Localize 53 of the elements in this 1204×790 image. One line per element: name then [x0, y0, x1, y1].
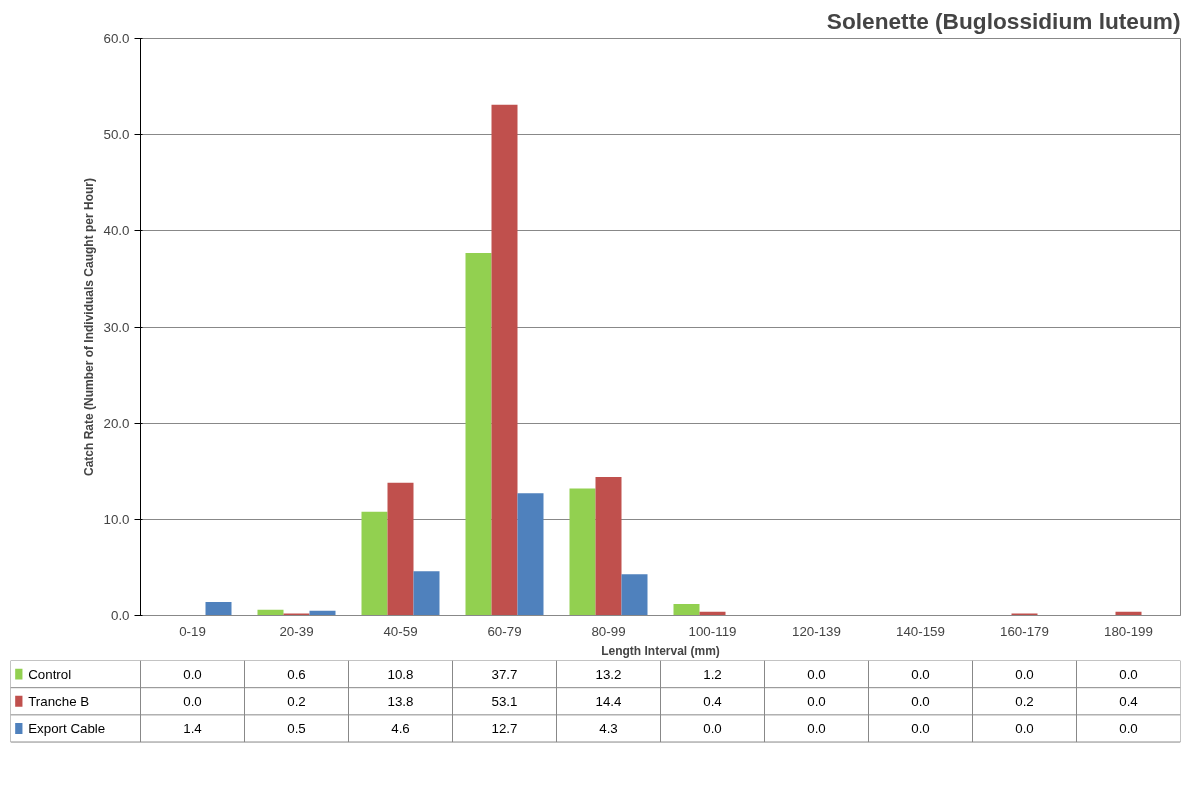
y-tick-label: 20.0 — [103, 415, 130, 431]
data-label: 0.0 — [807, 666, 826, 682]
data-label: 0.0 — [1015, 720, 1034, 736]
y-tick-label: 0.0 — [110, 608, 130, 623]
data-label: 10.8 — [387, 666, 414, 682]
x-tick-label: 120-139 — [792, 623, 841, 639]
x-tick-label: 80-99 — [591, 623, 626, 639]
y-tick-label: 60.0 — [103, 31, 130, 46]
data-label: 0.0 — [807, 720, 826, 736]
x-tick-label: 180-199 — [1104, 623, 1153, 639]
data-label: 0.0 — [183, 666, 202, 682]
data-label: 0.4 — [703, 693, 723, 709]
x-tick-label: 60-79 — [487, 623, 522, 639]
data-label: 13.2 — [595, 666, 622, 682]
y-tick-label: 10.0 — [103, 511, 130, 527]
data-label: 53.1 — [491, 693, 518, 709]
y-tick-label: 30.0 — [103, 319, 130, 335]
x-tick-label: 20-39 — [279, 623, 314, 639]
data-label: 0.5 — [287, 720, 306, 736]
x-tick-label: 0-19 — [179, 623, 206, 639]
x-tick-label: 140-159 — [896, 623, 945, 639]
data-label: 1.2 — [703, 666, 722, 682]
data-label: 13.8 — [387, 693, 414, 709]
data-label: 14.4 — [595, 693, 623, 709]
x-tick-label: 100-119 — [688, 623, 737, 639]
data-label: 0.2 — [1015, 693, 1034, 709]
y-tick-label: 50.0 — [103, 127, 130, 143]
data-label: 0.4 — [1119, 693, 1139, 709]
data-label: 37.7 — [491, 666, 518, 682]
data-label: 0.0 — [1119, 720, 1138, 736]
data-label: 0.0 — [183, 693, 202, 709]
data-label: 0.6 — [287, 666, 306, 682]
y-axis-title: Catch Rate (Number of Individuals Caught per Hour) — [81, 177, 96, 477]
legend-label: Control — [28, 666, 72, 682]
data-label: 4.3 — [599, 720, 618, 736]
data-label: 0.0 — [911, 693, 930, 709]
data-label: 1.4 — [183, 720, 203, 736]
data-label: 0.0 — [911, 720, 930, 736]
legend-label: Tranche B — [28, 693, 90, 709]
legend-label: Export Cable — [28, 720, 106, 736]
chart-title: Solenette (Buglossidium luteum) — [826, 7, 1181, 34]
data-label: 4.6 — [391, 720, 410, 736]
x-axis-title: Length Interval (mm) — [601, 643, 720, 658]
data-label: 12.7 — [491, 720, 518, 736]
data-label: 0.0 — [1119, 666, 1138, 682]
x-tick-label: 40-59 — [383, 623, 418, 639]
data-label: 0.0 — [703, 720, 722, 736]
x-tick-label: 160-179 — [1000, 623, 1049, 639]
data-label: 0.2 — [287, 693, 306, 709]
data-label: 0.0 — [911, 666, 930, 682]
data-label: 0.0 — [1015, 666, 1034, 682]
data-label: 0.0 — [807, 693, 826, 709]
y-tick-label: 40.0 — [103, 223, 130, 239]
